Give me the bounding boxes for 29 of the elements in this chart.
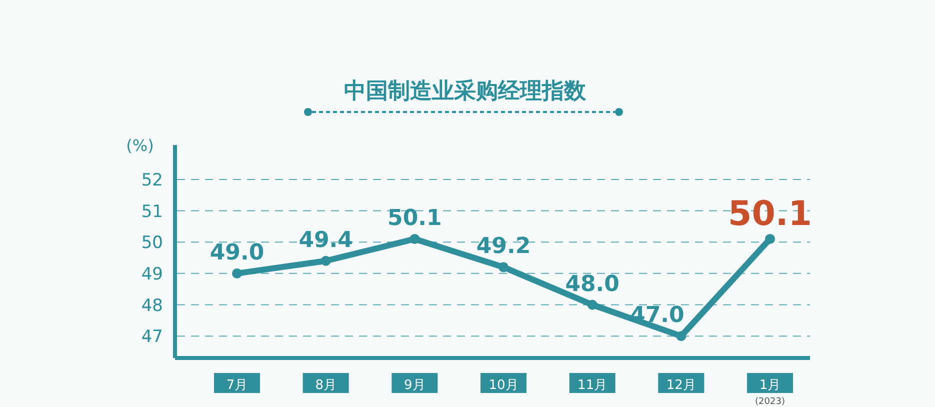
x-tick-label: 1月 — [759, 378, 781, 393]
text: 49.2 — [476, 234, 531, 260]
annotation: 50.1 — [728, 194, 812, 234]
x-tick-label: 8月 — [315, 378, 336, 393]
text: 48.0 — [565, 272, 620, 297]
point — [320, 256, 331, 266]
point — [232, 268, 242, 278]
point — [410, 234, 420, 244]
point — [765, 234, 775, 244]
text: 49.4 — [298, 228, 353, 253]
point — [498, 262, 508, 272]
y-tick-label: 50 — [141, 233, 163, 254]
text: (2023) — [755, 397, 785, 407]
text: 49.0 — [210, 240, 264, 266]
y-tick-label: 49 — [141, 264, 163, 284]
x-tick-label: 9月 — [404, 378, 426, 393]
text: 50.1 — [388, 206, 442, 231]
x-tick-label: 12月 — [666, 378, 696, 393]
y-tick-label: 48 — [141, 296, 163, 316]
y-tick-label: 52 — [141, 170, 163, 190]
x-tick-label: 7月 — [226, 378, 248, 393]
y-tick-label: 47 — [141, 327, 163, 348]
x-tick-label: 10月 — [488, 378, 518, 393]
x-tick-label: 11月 — [578, 378, 608, 393]
point — [676, 331, 686, 342]
point — [587, 300, 598, 310]
y-tick-label: 51 — [141, 202, 163, 222]
y-axis-title: (%) — [126, 136, 154, 155]
chart-title: 中国制造业采购经理指数 — [344, 79, 587, 104]
